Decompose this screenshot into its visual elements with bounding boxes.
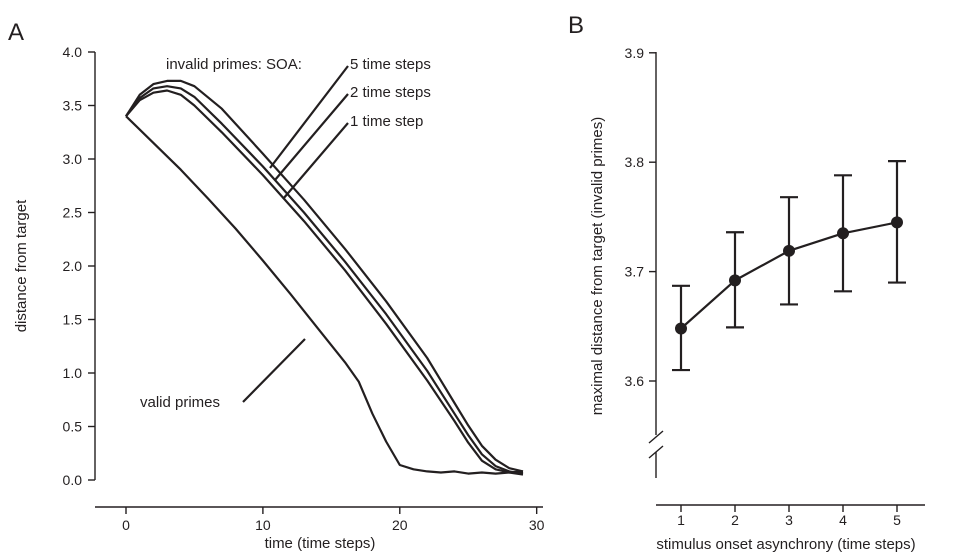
panel-a-y-tick-label: 1.5: [63, 312, 83, 328]
series-line-0: [125, 115, 524, 475]
panel-b-label: B: [568, 12, 584, 39]
panel-b-x-tick-label: 1: [677, 512, 685, 528]
panel-b-x-tick-label: 4: [839, 512, 847, 528]
panel-a-x-tick-label: 10: [255, 517, 271, 533]
data-point: [891, 216, 903, 229]
annotation-valid-primes: valid primes: [140, 394, 220, 411]
data-point: [729, 274, 741, 287]
panel-a-y-tick-label: 0.5: [63, 419, 83, 435]
panel-a-curves: [125, 79, 524, 476]
series-line-1: [125, 89, 524, 476]
panel-a-y-tick-label: 4.0: [63, 44, 83, 60]
panel-a-y-tick-label: 3.5: [63, 98, 83, 114]
panel-b-y-tick-label: 3.6: [625, 373, 645, 389]
panel-a-y-axis-label: distance from target: [13, 199, 30, 332]
series-line-2: [125, 85, 524, 475]
data-point: [837, 227, 849, 240]
data-point: [675, 322, 687, 335]
panel-b-ticks: 1 2 3 4 5 3.6 3.7 3.8 3.9: [625, 45, 902, 528]
annotation-1-time-step: 1 time step: [350, 113, 423, 130]
series-line-3: [125, 79, 524, 473]
data-point: [783, 244, 795, 257]
leader-2-time-steps: [274, 93, 349, 181]
panel-b-y-tick-label: 3.9: [625, 45, 645, 61]
panel-b-x-axis-label: stimulus onset asynchrony (time steps): [656, 536, 915, 553]
panel-b-y-axis-break-mark-1: [648, 430, 664, 444]
panel-b-plot: [672, 160, 906, 372]
panel-a-y-tick-label: 0.0: [63, 472, 83, 488]
panel-a-label: A: [8, 19, 24, 46]
panel-b-x-tick-label: 2: [731, 512, 739, 528]
leader-valid-primes: [242, 338, 306, 403]
panel-a-x-axis-label: time (time steps): [265, 535, 376, 552]
panel-a-ticks: 0 10 20 30 0.0 0.5 1.0 1.5 2.0 2.5 3.0 3.5 4.0: [63, 44, 545, 533]
panel-a-y-tick-label: 2.0: [63, 258, 83, 274]
panel-b-y-tick-label: 3.7: [625, 264, 645, 280]
panel-b-y-tick-label: 3.8: [625, 154, 645, 170]
panel-b-y-axis-label: maximal distance from target (invalid pr…: [589, 117, 606, 415]
panel-a-x-tick-label: 0: [122, 517, 130, 533]
leader-5-time-steps: [269, 65, 349, 169]
panel-a-x-tick-label: 30: [529, 517, 545, 533]
annotation-invalid-primes-soa: invalid primes: SOA:: [166, 56, 302, 73]
panel-a-y-tick-label: 1.0: [63, 365, 83, 381]
leader-1-time-step: [282, 122, 349, 200]
panel-a-x-tick-label: 20: [392, 517, 408, 533]
panel-b-x-tick-label: 5: [893, 512, 901, 528]
annotation-5-time-steps: 5 time steps: [350, 56, 431, 73]
panel-a: A time (time steps) distance from target…: [8, 19, 545, 552]
annotation-2-time-steps: 2 time steps: [350, 84, 431, 101]
panel-a-y-tick-label: 3.0: [63, 151, 83, 167]
panel-a-annotations: invalid primes: SOA: 5 time steps 2 time…: [140, 56, 431, 411]
panel-b-x-tick-label: 3: [785, 512, 793, 528]
panel-b: B stimulus onset asynchrony (time steps)…: [568, 12, 925, 553]
panel-a-y-tick-label: 2.5: [63, 205, 83, 221]
